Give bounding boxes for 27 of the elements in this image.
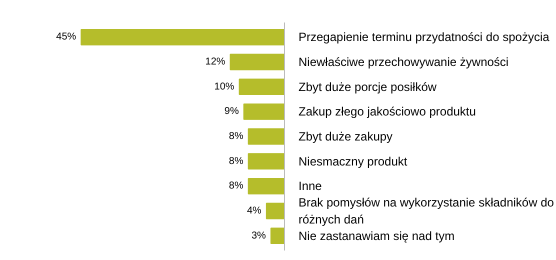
y-tick-label: Niewłaściwe przechowywanie żywności [298, 54, 509, 69]
bar [238, 78, 284, 96]
bar [248, 178, 284, 194]
y-tick-label: Inne [298, 179, 322, 194]
data-label: 45% [56, 32, 76, 43]
data-label: 10% [214, 81, 234, 92]
y-tick-label: Nie zastanawiam się nad tym [298, 228, 455, 243]
bar [243, 103, 284, 120]
data-label: 4% [246, 206, 262, 217]
bar [230, 54, 284, 70]
data-label: 8% [228, 131, 244, 142]
bar [248, 128, 284, 145]
y-tick-label: Zbyt duże zakupy [298, 130, 393, 144]
y-tick-label: Niesmaczny produkt [298, 154, 408, 168]
bar [266, 202, 284, 220]
data-label: 3% [251, 230, 266, 242]
data-label: 12% [205, 56, 226, 68]
y-tick-label: Przegapienie terminu przydatności do spożycia [298, 30, 550, 44]
bar [248, 153, 284, 170]
data-label: 9% [224, 106, 239, 118]
y-tick-label: Zakup złego jakościowo produktu [298, 104, 476, 119]
y-tick-label: Zbyt duże porcje posiłków [298, 80, 437, 94]
bar [270, 228, 284, 244]
data-label: 8% [228, 156, 244, 167]
data-label: 8% [228, 180, 244, 192]
y-tick-label: Brak pomysłów na wykorzystanie składników do różnych dań [298, 196, 554, 226]
bar [80, 28, 284, 46]
